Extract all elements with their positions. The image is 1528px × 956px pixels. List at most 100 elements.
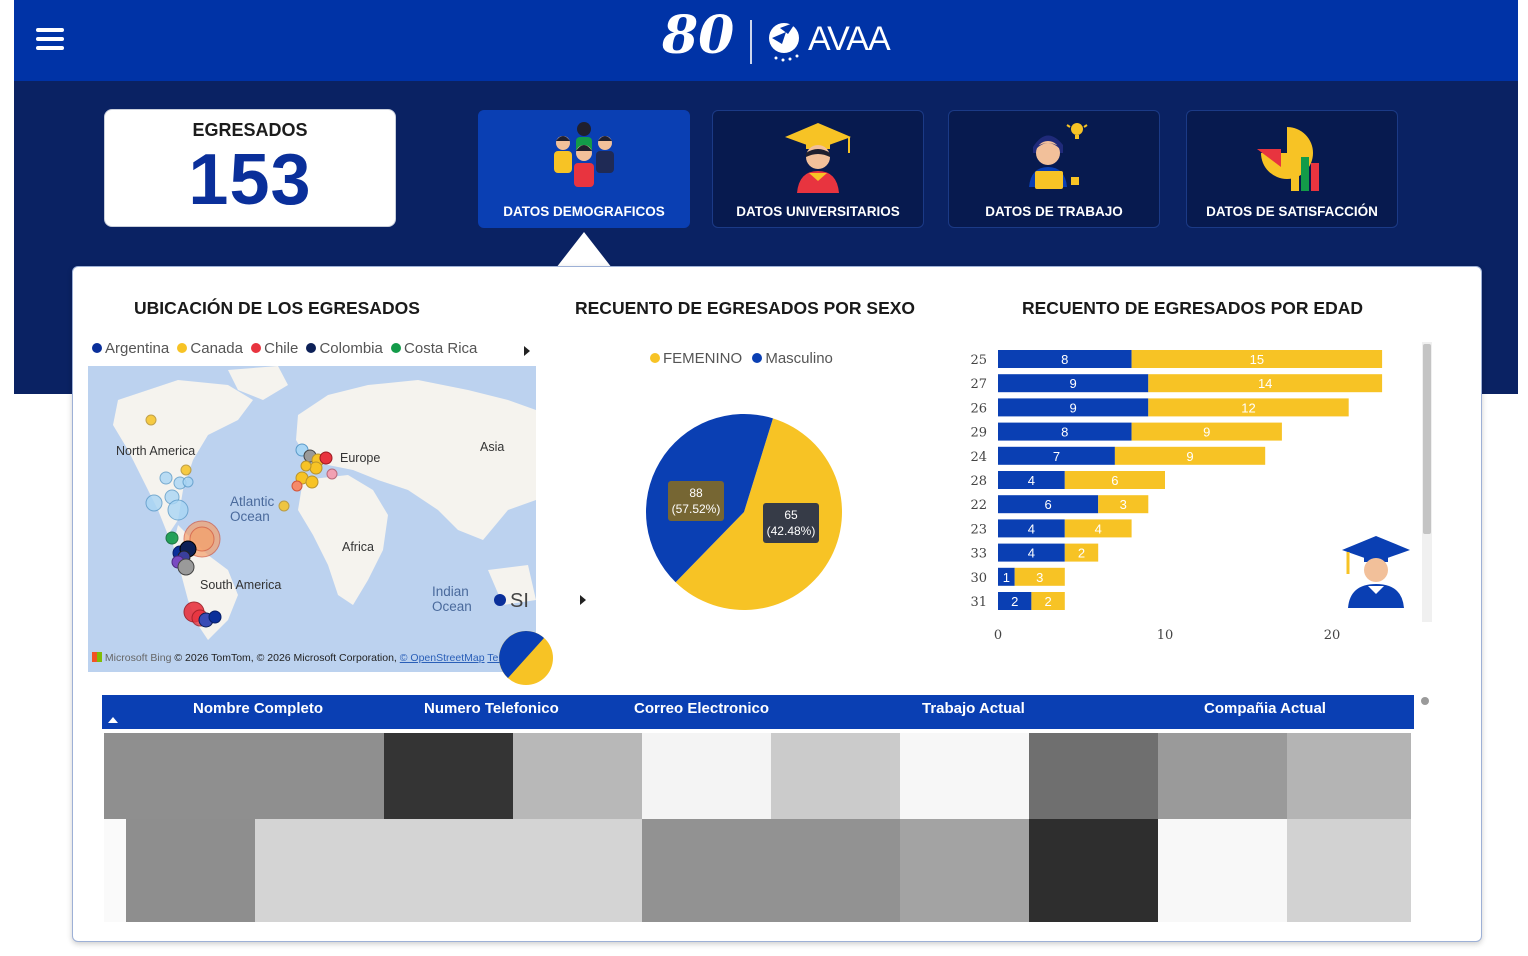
bar-segment[interactable] <box>1064 519 1132 538</box>
tab-datos-universitarios[interactable]: DATOS UNIVERSITARIOS <box>712 110 924 228</box>
legend-item-femenino[interactable]: FEMENINO <box>650 350 742 367</box>
legend-item-argentina[interactable]: Argentina <box>92 340 169 357</box>
bar-value-label: 9 <box>1186 449 1193 464</box>
menu-icon[interactable] <box>36 28 64 52</box>
map-next-arrow-icon[interactable] <box>578 593 588 607</box>
bar-segment[interactable] <box>998 446 1115 465</box>
bar-chart-scrollbar[interactable] <box>1422 342 1432 622</box>
map-credit-logo: Microsoft Bing <box>104 652 172 664</box>
x-tick-label: 10 <box>1157 628 1174 643</box>
map-label-indian: Indian Ocean <box>432 584 472 614</box>
pie-bar-chart-icon <box>1257 127 1319 191</box>
map-label-south-america: South America <box>200 578 282 592</box>
age-label: 29 <box>970 426 987 441</box>
bar-segment[interactable] <box>998 592 1032 610</box>
age-chart-title: RECUENTO DE EGRESADOS POR EDAD <box>1022 298 1363 318</box>
bar-value-label: 2 <box>1011 594 1018 609</box>
graduates-map[interactable]: Argentina Canada Chile Colombia Costa Ri… <box>88 340 536 672</box>
bar-segment[interactable] <box>998 422 1132 441</box>
bar-value-label: 6 <box>1111 473 1118 488</box>
age-label: 27 <box>970 377 987 392</box>
bar-value-label: 7 <box>1053 449 1060 464</box>
graduates-table-header: Nombre Completo Numero Telefonico Correo… <box>102 695 1414 729</box>
bar-segment[interactable] <box>1131 422 1282 441</box>
map-title: UBICACIÓN DE LOS EGRESADOS <box>134 298 420 318</box>
map-label-europe: Europe <box>340 451 381 465</box>
tab-label: DATOS DE SATISFACCIÓN <box>1206 204 1378 219</box>
svg-text:(42.48%): (42.48%) <box>767 524 816 538</box>
map-label-africa: Africa <box>342 540 374 554</box>
bar-segment[interactable] <box>998 567 1015 586</box>
table-scroll-indicator[interactable] <box>1421 697 1429 705</box>
legend-next-arrow-icon[interactable] <box>522 344 532 358</box>
age-label: 30 <box>970 571 987 586</box>
count-value: 153 <box>188 140 312 220</box>
bar-segment[interactable] <box>998 398 1149 417</box>
column-trabajo-actual[interactable]: Trabajo Actual <box>922 700 1025 717</box>
column-nombre-completo[interactable]: Nombre Completo <box>193 700 324 717</box>
worker-laptop-icon <box>1029 123 1088 189</box>
bar-value-label: 15 <box>1250 352 1264 367</box>
legend-item-costa-rica[interactable]: Costa Rica <box>391 340 477 357</box>
tab-datos-de-trabajo[interactable]: DATOS DE TRABAJO <box>948 110 1160 228</box>
tab-datos-demograficos[interactable]: DATOS DEMOGRAFICOS <box>478 110 690 228</box>
bar-segment[interactable] <box>998 374 1149 393</box>
pie-label-masculino: 65 (42.48%) <box>763 503 819 543</box>
tab-label: DATOS DE TRABAJO <box>985 204 1123 219</box>
tab-label: DATOS UNIVERSITARIOS <box>736 204 900 219</box>
bar-segment[interactable] <box>998 519 1065 538</box>
age-label: 24 <box>970 450 987 465</box>
bar-value-label: 2 <box>1078 546 1085 561</box>
bar-segment[interactable] <box>1148 398 1349 417</box>
legend-item-chile[interactable]: Chile <box>251 340 298 357</box>
top-bar: 80 AVAA <box>14 0 1518 81</box>
bar-value-label: 4 <box>1028 521 1035 536</box>
column-correo-electronico[interactable]: Correo Electronico <box>634 700 770 717</box>
bar-segment[interactable] <box>1098 495 1149 514</box>
bar-value-label: 9 <box>1203 425 1210 440</box>
bar-segment[interactable] <box>1148 374 1383 393</box>
legend-item-masculino[interactable]: Masculino <box>752 350 833 367</box>
bar-value-label: 3 <box>1036 570 1043 585</box>
sex-pie-chart[interactable]: 88 (57.52%) 65 (42.48%) <box>640 408 850 618</box>
legend-item-canada[interactable]: Canada <box>177 340 243 357</box>
column-numero-telefonico[interactable]: Numero Telefonico <box>424 700 559 717</box>
bar-value-label: 3 <box>1120 497 1127 512</box>
graduate-icon <box>785 123 851 193</box>
bar-value-label: 1 <box>1003 570 1010 585</box>
pie-slice-femenino[interactable] <box>675 418 842 610</box>
bar-value-label: 9 <box>1070 400 1077 415</box>
microsoft-logo-icon <box>92 652 102 662</box>
openstreetmap-link[interactable]: © OpenStreetMap <box>399 652 485 664</box>
bar-segment[interactable] <box>998 350 1132 368</box>
bar-value-label: 4 <box>1028 473 1035 488</box>
tab-datos-de-satisfaccion[interactable]: DATOS DE SATISFACCIÓN <box>1186 110 1398 228</box>
map-credit: Microsoft Bing © 2026 TomTom, © 2026 Mic… <box>92 652 516 664</box>
bar-value-label: 9 <box>1070 376 1077 391</box>
graduate-avatar-icon <box>1342 536 1410 608</box>
bar-segment[interactable] <box>998 543 1065 562</box>
bar-segment[interactable] <box>998 495 1099 514</box>
bird-logo-icon <box>769 22 799 62</box>
bar-segment[interactable] <box>998 471 1065 489</box>
bar-segment[interactable] <box>1114 446 1266 465</box>
bar-segment[interactable] <box>1014 567 1065 586</box>
bar-segment[interactable] <box>1064 471 1165 489</box>
legend-item-colombia[interactable]: Colombia <box>306 340 383 357</box>
graduates-count-card: EGRESADOS 153 <box>104 109 396 227</box>
bar-value-label: 4 <box>1028 546 1035 561</box>
bar-segment[interactable] <box>1031 592 1065 610</box>
bar-segment[interactable] <box>1131 350 1383 368</box>
column-compania-actual[interactable]: Compañia Actual <box>1204 700 1326 717</box>
pie-label-femenino: 88 (57.52%) <box>668 481 724 521</box>
map-label-asia: Asia <box>480 440 505 454</box>
map-legend: Argentina Canada Chile Colombia Costa Ri… <box>88 340 536 366</box>
age-label: 22 <box>970 498 987 513</box>
sort-asc-icon[interactable] <box>108 717 118 723</box>
bar-value-label: 2 <box>1044 594 1051 609</box>
map-label-partial: SI <box>510 590 529 612</box>
anniversary-logo: 80 <box>662 5 735 66</box>
bar-segment[interactable] <box>1064 543 1099 562</box>
age-label: 33 <box>970 547 987 562</box>
